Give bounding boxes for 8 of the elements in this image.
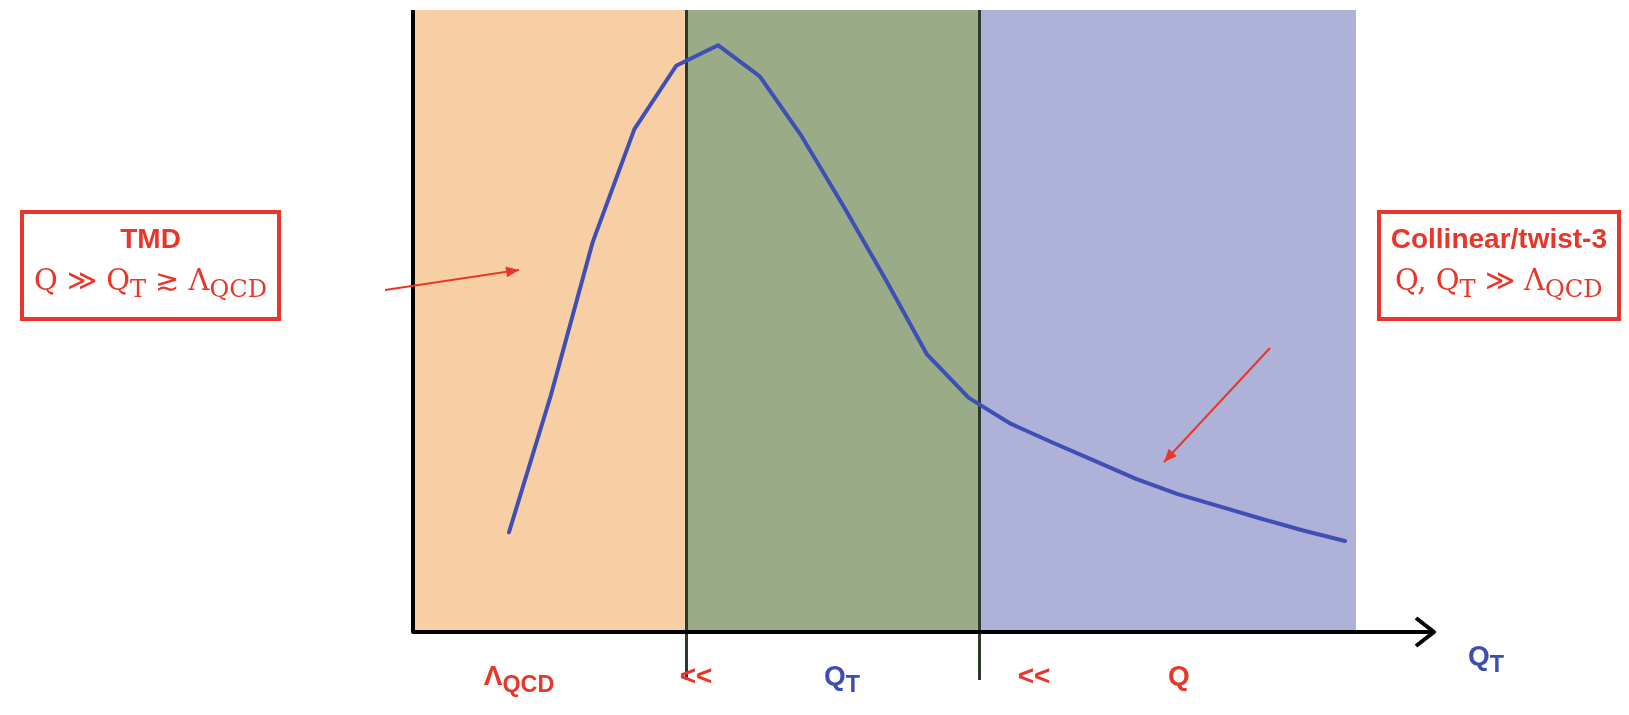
text: <<: [678, 659, 714, 693]
text: Q: [1167, 659, 1191, 693]
text: <<: [1016, 659, 1052, 693]
callout-box: Collinear/twist-3 Q, Q$_{T}$ ≫ Λ$_{QCD}$: [1376, 210, 1621, 321]
callout-box: TMD Q ≫ Q$_{T}$ ≳ Λ$_{QCD}$: [20, 210, 282, 321]
x-axis-title: Q$_{T}$: [1467, 639, 1505, 679]
text: Λ$_{QCD}$: [482, 659, 556, 699]
text: Q$_{T}$: [823, 659, 861, 699]
